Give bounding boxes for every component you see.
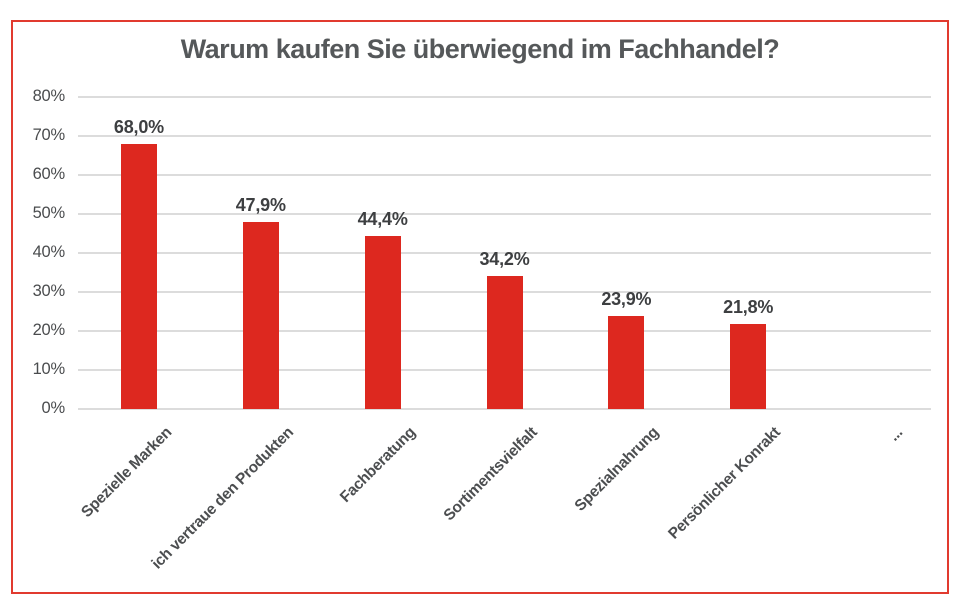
y-axis-tick-label: 60% (32, 165, 66, 183)
y-axis-tick-label: 70% (32, 126, 66, 144)
chart-title: Warum kaufen Sie überwiegend im Fachhand… (180, 34, 780, 64)
x-axis-category-label: ich vertraue den Produkten (148, 424, 297, 573)
y-axis-tick-label: 20% (32, 321, 66, 339)
gridline (78, 408, 931, 410)
x-axis-category-label: Persönlicher Konrakt (665, 424, 785, 543)
bar (608, 315, 645, 409)
bar (730, 323, 767, 409)
bar (486, 275, 523, 409)
y-axis-tick-label: 0% (41, 399, 66, 417)
bar-chart-plot-area: 0% 10% 20% 30% 40% 50% 60% 70% 80% 68,0% Spezielle… (13, 22, 947, 592)
bar-value-label: 23,9% (601, 288, 652, 309)
bar-value-label: 47,9% (235, 195, 286, 216)
x-axis-category-label: Spezielle Marken (77, 424, 175, 521)
y-axis-tick-label: 40% (32, 243, 66, 261)
bar (242, 222, 279, 409)
y-axis-tick-label: 80% (32, 87, 66, 105)
bar-value-label: 44,4% (357, 208, 408, 229)
bar-value-label: 34,2% (479, 248, 530, 269)
x-axis-category-label: Fachberatung (336, 424, 419, 506)
gridline (78, 135, 931, 137)
x-axis-category-label: ... (885, 424, 907, 445)
gridline (78, 174, 931, 176)
bar (364, 235, 401, 409)
gridline (78, 213, 931, 215)
x-axis-category-label: Spezialnahrung (571, 424, 663, 515)
y-axis-tick-label: 30% (32, 282, 66, 300)
bar-value-label: 21,8% (723, 296, 774, 317)
bar (120, 143, 157, 409)
x-axis-category-label: Sortimentsvielfalt (440, 424, 541, 525)
gridline (78, 96, 931, 98)
chart-frame: Warum kaufen Sie überwiegend im Fachhand… (11, 20, 949, 594)
y-axis-tick-label: 50% (32, 204, 66, 222)
gridline (78, 252, 931, 254)
bar-value-label: 68,0% (113, 116, 164, 137)
y-axis-tick-label: 10% (32, 360, 66, 378)
